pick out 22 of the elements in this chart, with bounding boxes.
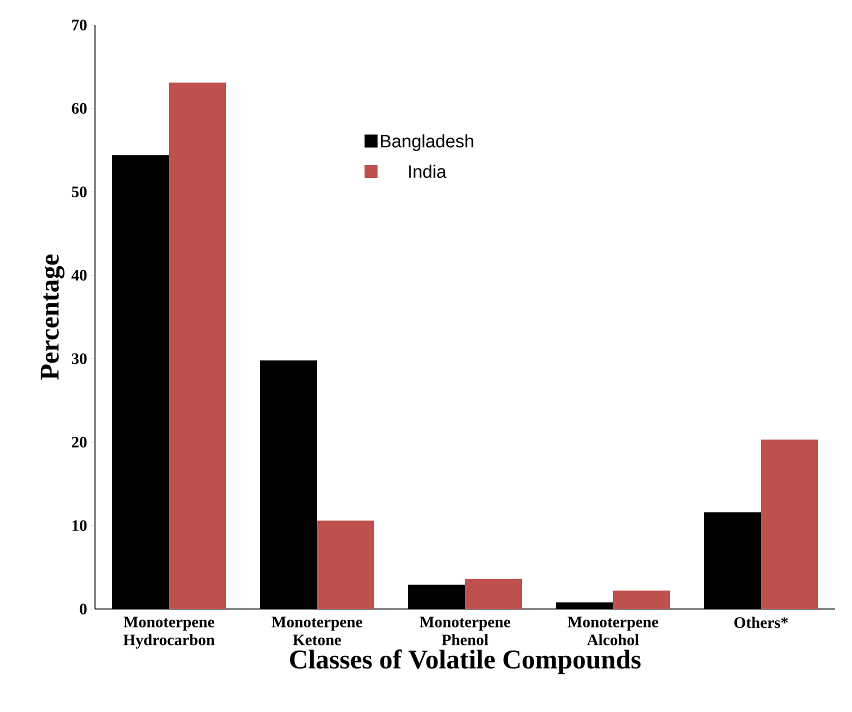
- x-tick-label: Monoterpene Hydrocarbon: [123, 616, 215, 649]
- x-tick-label: Monoterpene Ketone: [272, 616, 362, 646]
- y-tick-label: 40: [72, 270, 87, 281]
- y-tick-label: 70: [72, 20, 87, 30]
- bar: [465, 578, 522, 609]
- y-tick-label: 0: [80, 604, 87, 614]
- x-tick-label: Monoterpene Alcohol: [568, 616, 658, 646]
- y-tick-label: 30: [72, 353, 87, 364]
- bar: [613, 590, 670, 609]
- x-tick-label: Monoterpene Phenol: [420, 616, 510, 646]
- y-tick-label: 60: [72, 103, 87, 114]
- y-tick-label: 10: [72, 520, 87, 531]
- x-axis-title: Classes of Volatile Compounds: [290, 649, 641, 674]
- x-tick-label: Others*: [734, 616, 788, 628]
- y-axis-title: Percentage: [40, 254, 64, 380]
- legend-label: India: [409, 164, 446, 178]
- bar: [169, 82, 226, 609]
- y-tick-label: 20: [72, 436, 87, 448]
- y-tick-label: 50: [72, 186, 87, 198]
- bar: [317, 520, 374, 609]
- legend-label: Bangladesh: [381, 134, 474, 152]
- bar: [761, 440, 818, 609]
